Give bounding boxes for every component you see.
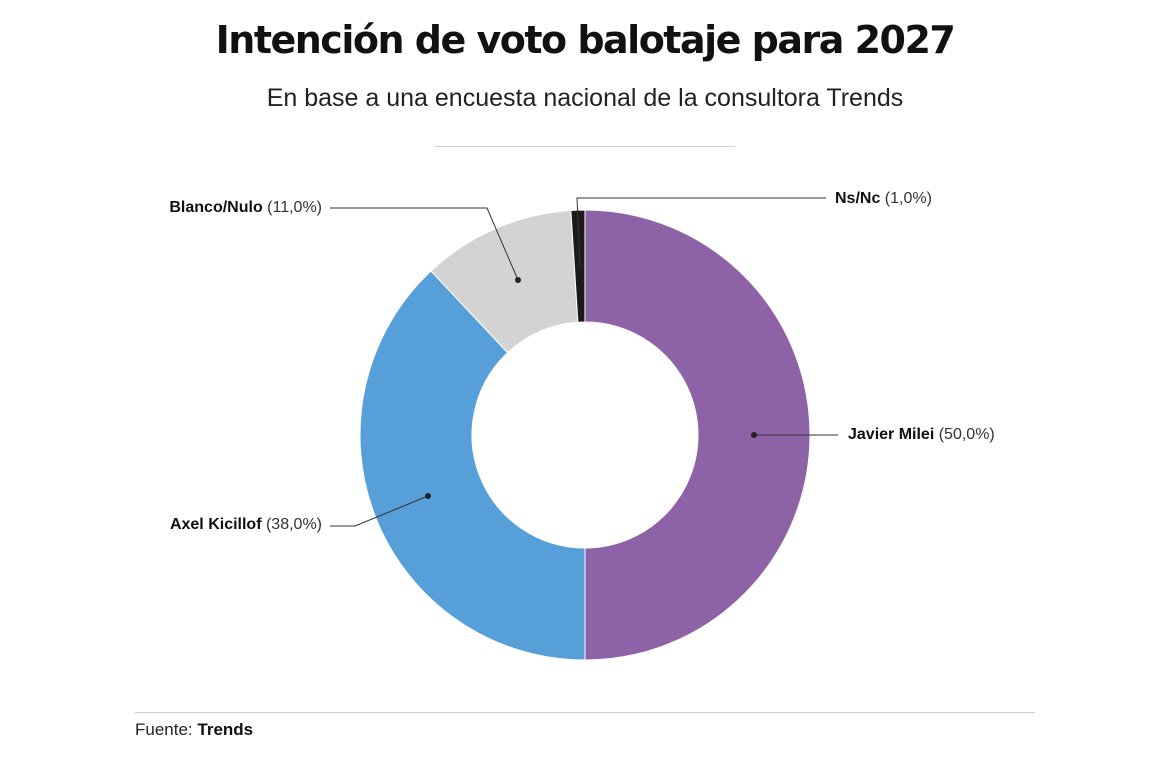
source-line: Fuente: Trends	[135, 720, 253, 740]
chart-title: Intención de voto balotaje para 2027	[215, 18, 956, 62]
label-value-axel-kicillof: (38,0%)	[262, 516, 322, 533]
label-name-axel-kicillof: Axel Kicillof	[170, 516, 262, 533]
leader-dot-ns-nc	[577, 263, 583, 269]
label-value-ns-nc: (1,0%)	[880, 190, 932, 207]
label-name-javier-milei: Javier Milei	[848, 426, 934, 443]
label-name-ns-nc: Ns/Nc	[835, 190, 880, 207]
leader-line-axel-kicillof	[330, 495, 429, 527]
label-name-blanco-nulo: Blanco/Nulo	[169, 199, 263, 216]
label-blanco-nulo: Blanco/Nulo (11,0%)	[169, 199, 322, 216]
leader-dot-blanco-nulo	[515, 277, 521, 283]
leader-line-ns-nc	[576, 197, 826, 267]
chart-subtitle: En base a una encuesta nacional de la co…	[266, 84, 904, 112]
label-javier-milei: Javier Milei (50,0%)	[848, 426, 995, 443]
label-ns-nc: Ns/Nc (1,0%)	[835, 190, 932, 207]
source-name: Trends	[197, 720, 254, 739]
leader-line-blanco-nulo	[330, 207, 519, 281]
source-prefix: Fuente:	[135, 720, 193, 739]
leader-dot-axel-kicillof	[425, 493, 431, 499]
slice-axel-kicillof	[359, 270, 586, 661]
slice-javier-milei	[584, 209, 811, 661]
label-axel-kicillof: Axel Kicillof (38,0%)	[170, 516, 322, 533]
top-divider	[435, 146, 735, 147]
bottom-divider	[135, 712, 1035, 713]
label-value-blanco-nulo: (11,0%)	[263, 199, 322, 216]
leader-dot-javier-milei	[751, 432, 757, 438]
label-value-javier-milei: (50,0%)	[934, 426, 994, 443]
